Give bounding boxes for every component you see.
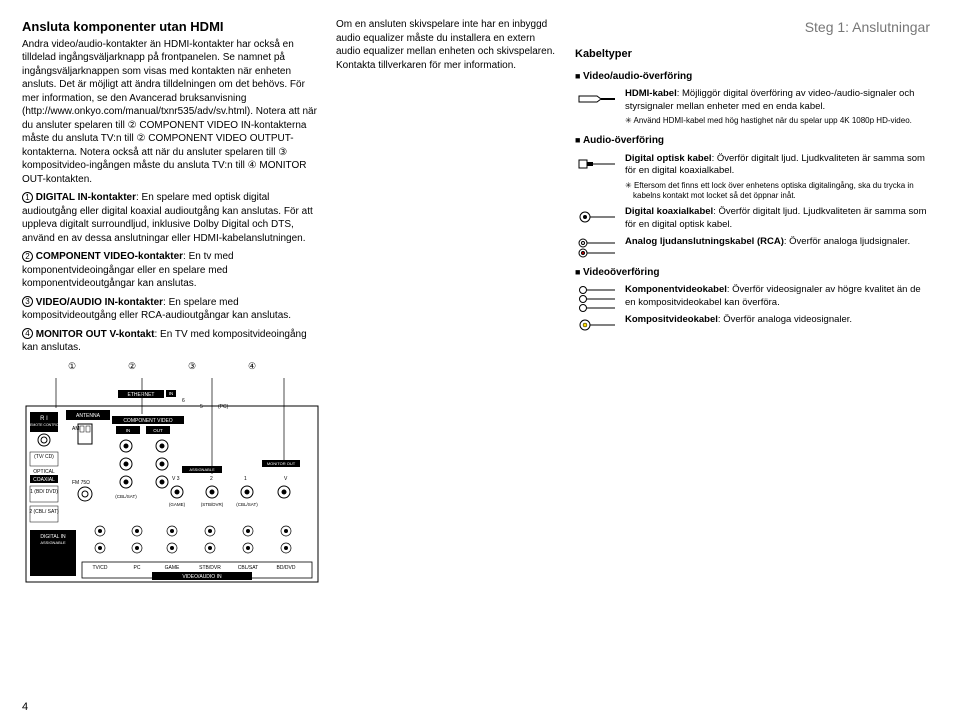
svg-text:(PC): (PC): [218, 404, 229, 410]
kabeltyper-title: Kabeltyper: [575, 47, 930, 62]
svg-text:6: 6: [182, 398, 185, 404]
coax-icon: [575, 206, 619, 228]
panel-top-labels: ①②③④: [22, 360, 282, 372]
svg-text:OPTICAL: OPTICAL: [33, 469, 55, 475]
svg-text:COMPONENT VIDEO: COMPONENT VIDEO: [123, 418, 172, 424]
cable-row: Digital optisk kabel: Överför digitalt l…: [575, 153, 930, 201]
svg-text:IN: IN: [126, 428, 131, 433]
section-title: Ansluta komponenter utan HDMI: [22, 18, 322, 36]
cable-note: Eftersom det finns ett lock över enheten…: [625, 181, 930, 202]
step-header: Steg 1: Anslutningar: [575, 18, 930, 37]
cable-description: HDMI-kabel: Möjliggör digital överföring…: [625, 88, 930, 126]
svg-text:IN: IN: [169, 391, 174, 396]
rca2-icon: [575, 236, 619, 258]
svg-text:ASSIGNABLE: ASSIGNABLE: [189, 467, 215, 472]
svg-text:1 (BD/ DVD): 1 (BD/ DVD): [30, 489, 58, 495]
equalizer-note: Om en ansluten skivspelare inte har en i…: [336, 18, 561, 72]
svg-text:(CBL/SAT): (CBL/SAT): [236, 502, 258, 507]
cable-row: Komponentvideokabel: Överför videosignal…: [575, 284, 930, 309]
cable-description: Komponentvideokabel: Överför videosignal…: [625, 284, 930, 309]
svg-text:2: 2: [210, 476, 213, 482]
section-video: Videoöverföring: [575, 266, 930, 280]
svg-text:FM 75Ω: FM 75Ω: [72, 480, 90, 486]
svg-text:(CBL/SAT): (CBL/SAT): [115, 494, 137, 499]
cable-description: Kompositvideokabel: Överför analoga vide…: [625, 314, 930, 336]
section-video-audio: Video/audio-överföring: [575, 70, 930, 84]
svg-text:BD/DVD: BD/DVD: [277, 565, 296, 571]
svg-text:5: 5: [200, 404, 203, 410]
svg-text:R I: R I: [40, 416, 48, 422]
page-number: 4: [22, 700, 28, 715]
cable-row: Kompositvideokabel: Överför analoga vide…: [575, 314, 930, 336]
svg-text:ETHERNET: ETHERNET: [128, 392, 155, 398]
svg-text:V 3: V 3: [172, 476, 180, 482]
cable-note: Använd HDMI-kabel med hög hastighet när …: [625, 116, 930, 126]
svg-text:1: 1: [244, 476, 247, 482]
cable-description: Digital koaxialkabel: Överför digitalt l…: [625, 206, 930, 231]
optical-icon: [575, 153, 619, 175]
list-item: 4 MONITOR OUT V-kontakt: En TV med kompo…: [22, 328, 322, 355]
list-item: 1 DIGITAL IN-kontakter: En spelare med o…: [22, 191, 322, 245]
hdmi-icon: [575, 88, 619, 110]
svg-text:TV/CD: TV/CD: [93, 565, 108, 571]
svg-text:REMOTE CONTROL: REMOTE CONTROL: [27, 423, 60, 427]
cable-row: Digital koaxialkabel: Överför digitalt l…: [575, 206, 930, 231]
section-audio: Audio-överföring: [575, 134, 930, 148]
list-item: 2 COMPONENT VIDEO-kontakter: En tv med k…: [22, 250, 322, 291]
svg-text:2 (CBL/ SAT): 2 (CBL/ SAT): [29, 509, 59, 515]
cable-description: Analog ljudanslutningskabel (RCA): Överf…: [625, 236, 930, 258]
svg-text:(STB/DVR): (STB/DVR): [201, 502, 224, 507]
svg-text:ASSIGNABLE: ASSIGNABLE: [40, 540, 66, 545]
list-item: 3 VIDEO/AUDIO IN-kontakter: En spelare m…: [22, 296, 322, 323]
cable-row: Analog ljudanslutningskabel (RCA): Överf…: [575, 236, 930, 258]
svg-text:(GAME): (GAME): [169, 502, 186, 507]
comp1-icon: [575, 314, 619, 336]
svg-text:OUT: OUT: [153, 428, 163, 433]
svg-text:(TV/ CD): (TV/ CD): [34, 454, 54, 460]
cable-description: Digital optisk kabel: Överför digitalt l…: [625, 153, 930, 201]
svg-text:CBL/SAT: CBL/SAT: [238, 565, 258, 571]
svg-text:VIDEO/AUDIO IN: VIDEO/AUDIO IN: [182, 574, 222, 580]
svg-text:GAME: GAME: [165, 565, 180, 571]
svg-text:STB/DVR: STB/DVR: [199, 565, 221, 571]
svg-text:V: V: [284, 476, 288, 482]
rear-panel-diagram: DIGITAL IN ASSIGNABLE R I REMOTE CONTROL…: [22, 376, 322, 586]
comp3-icon: [575, 284, 619, 306]
svg-text:COAXIAL: COAXIAL: [33, 477, 55, 483]
svg-text:ANTENNA: ANTENNA: [76, 413, 101, 419]
intro-paragraph: Andra video/audio-kontakter än HDMI-kont…: [22, 38, 322, 187]
svg-text:PC: PC: [134, 565, 141, 571]
cable-row: HDMI-kabel: Möjliggör digital överföring…: [575, 88, 930, 126]
svg-text:MONITOR OUT: MONITOR OUT: [267, 461, 296, 466]
